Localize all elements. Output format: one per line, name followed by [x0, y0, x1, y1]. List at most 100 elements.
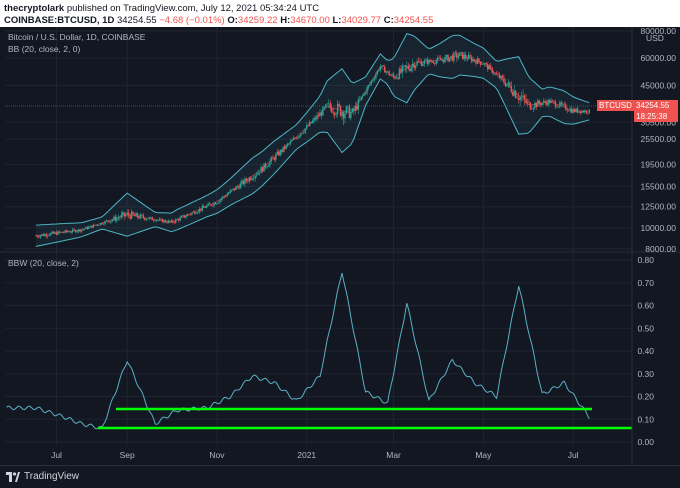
- candle-body: [89, 225, 92, 227]
- candle-body: [119, 217, 121, 219]
- candle-body: [335, 114, 337, 115]
- candle-body: [114, 216, 117, 221]
- footer-brand[interactable]: TradingView: [24, 471, 80, 482]
- candle-body: [73, 229, 75, 230]
- author-name[interactable]: thecryptolark: [4, 3, 65, 14]
- time-tick-label: Mar: [386, 450, 401, 460]
- bbw-axis[interactable]: 0.00 0.10 0.20 0.30 0.40 0.50 0.60 0.70 0.80: [637, 255, 654, 447]
- candle-body: [411, 63, 414, 67]
- candle-body: [401, 65, 404, 73]
- candle-body: [459, 52, 461, 57]
- candle-body: [117, 217, 120, 219]
- candle-body: [429, 59, 432, 62]
- candle-body: [417, 61, 420, 62]
- candle-body: [375, 74, 377, 79]
- candle-body: [441, 59, 443, 61]
- candle-body: [220, 198, 223, 200]
- price-axis[interactable]: 8000.00 10000.00 12500.00 15500.00 19500.00 2…: [641, 26, 677, 254]
- candle-body: [525, 99, 527, 103]
- candle-body: [101, 223, 103, 225]
- candle-body: [519, 96, 521, 100]
- bbw-tick-label: 0.00: [637, 437, 654, 447]
- footer-bar: TradingView: [0, 465, 680, 488]
- candle-body: [522, 95, 524, 98]
- candle-body: [528, 101, 530, 103]
- candle-body: [129, 215, 131, 219]
- candle-body: [540, 103, 542, 106]
- candle-body: [177, 219, 180, 221]
- candle-body: [58, 231, 61, 233]
- candle-body: [226, 194, 228, 197]
- candle-body: [456, 52, 458, 58]
- candle-body: [535, 102, 538, 107]
- last-price: 34254.55: [116, 15, 157, 26]
- candle-body: [438, 57, 440, 59]
- candle-body: [557, 106, 560, 108]
- candle-body: [253, 178, 255, 180]
- chart-canvas[interactable]: 8000.00 10000.00 12500.00 15500.00 19500.00 2…: [0, 26, 680, 465]
- published-text: published on TradingView.com, July 12, 2…: [66, 3, 320, 14]
- candle-body: [61, 231, 64, 233]
- candle-body: [504, 82, 507, 87]
- candle-body: [507, 82, 510, 85]
- bb-indicator-label[interactable]: BB (20, close, 2, 0): [8, 44, 81, 54]
- candle-body: [223, 196, 226, 198]
- candle-body: [204, 207, 206, 208]
- time-tick-label: Jul: [51, 450, 62, 460]
- candle-body: [164, 220, 167, 223]
- candle-body: [492, 72, 495, 74]
- candle-body: [531, 108, 533, 110]
- chart-grid: [5, 27, 632, 445]
- bbw-tick-label: 0.80: [637, 255, 654, 265]
- tradingview-logo-icon[interactable]: [6, 471, 20, 483]
- candle-body: [512, 92, 514, 96]
- candle-body: [437, 57, 439, 61]
- candle-body: [95, 224, 97, 226]
- candle-body: [251, 178, 253, 180]
- candle-body: [113, 216, 115, 220]
- candle-body: [191, 212, 193, 215]
- candle-body: [490, 65, 492, 68]
- candle-body: [578, 111, 580, 113]
- candle-body: [263, 163, 265, 172]
- candle-body: [314, 118, 317, 120]
- candle-body: [105, 220, 108, 222]
- candle-body: [270, 157, 273, 162]
- candle-body: [529, 102, 532, 110]
- candle-body: [404, 65, 407, 68]
- candle-body: [44, 234, 46, 236]
- chart-area[interactable]: 8000.00 10000.00 12500.00 15500.00 19500.00 2…: [0, 26, 680, 465]
- candle-body: [336, 103, 339, 115]
- candle-body: [91, 225, 93, 228]
- candle-body: [294, 138, 296, 139]
- candle-body: [200, 208, 202, 211]
- candle-body: [228, 193, 230, 195]
- candle-body: [370, 80, 373, 84]
- candle-body: [108, 221, 111, 223]
- candle-body: [236, 186, 239, 188]
- candle-body: [269, 161, 271, 166]
- candle-body: [144, 217, 146, 220]
- candle-body: [420, 61, 423, 66]
- bbw-indicator-label[interactable]: BBW (20, close, 2): [8, 258, 79, 268]
- candle-body: [254, 175, 256, 179]
- candle-body: [515, 90, 517, 98]
- bb-upper-line: [35, 33, 590, 226]
- candle-body: [123, 212, 125, 217]
- candle-body: [432, 61, 435, 64]
- candle-body: [384, 66, 386, 73]
- candle-body: [244, 178, 246, 185]
- candle-body: [338, 103, 340, 107]
- bb-upper-band-group: [35, 33, 590, 247]
- candle-body: [132, 211, 134, 215]
- candle-body: [444, 56, 446, 63]
- candle-body: [94, 224, 96, 226]
- time-axis[interactable]: Jul Sep Nov 2021 Mar May Jul: [51, 450, 579, 460]
- candle-body: [400, 68, 402, 73]
- candle-body: [192, 211, 195, 213]
- candle-body: [357, 99, 359, 110]
- price-tick-label: 25500.00: [641, 134, 677, 144]
- candle-body: [275, 154, 277, 160]
- candle-body: [516, 97, 518, 99]
